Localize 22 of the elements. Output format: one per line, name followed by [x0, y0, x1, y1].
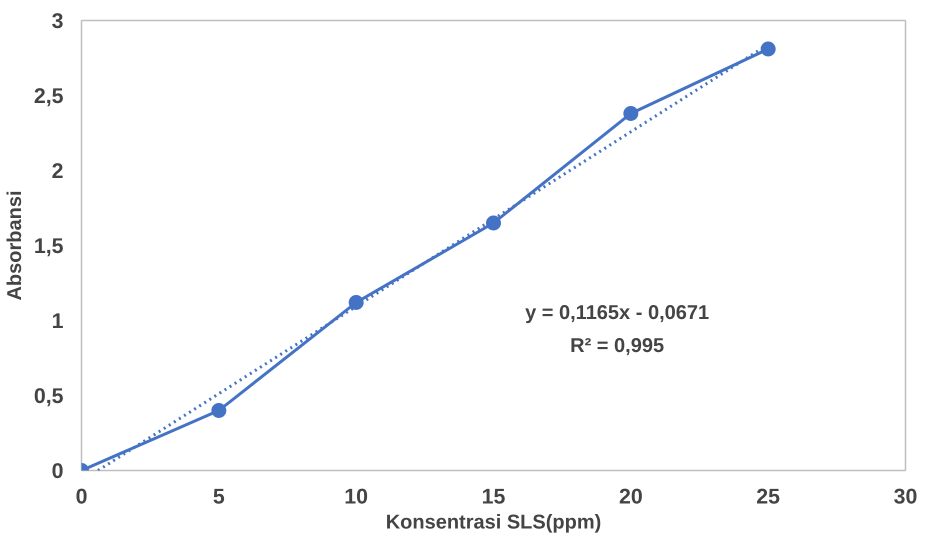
point: [760, 42, 776, 56]
annotation: y = 0,1165x - 0,0671 R² = 0,995: [525, 302, 710, 357]
point: [348, 295, 364, 310]
y-tick-label: 2: [52, 159, 64, 183]
y-tick-label: 3: [52, 9, 64, 33]
x-tick-label: 0: [76, 484, 88, 508]
y-tick-label: 1,5: [34, 234, 64, 258]
x-tick-label: 30: [894, 484, 918, 508]
point: [211, 403, 226, 418]
y-tick-label: 0: [52, 459, 64, 483]
y-axis-title: Absorbansi: [4, 190, 26, 301]
point: [486, 216, 501, 230]
x-tick-label: 10: [344, 484, 368, 508]
x-tick-label: 5: [212, 484, 225, 508]
x-tick-label: 15: [482, 484, 506, 508]
x-axis-title: Konsentrasi SLS(ppm): [386, 512, 602, 534]
y-tick-label: 1: [52, 309, 64, 333]
point: [623, 106, 638, 121]
x-tick-label: 25: [756, 484, 780, 508]
y-tick-label: 0,5: [34, 384, 64, 408]
y-tick-label: 2,5: [34, 84, 64, 108]
x-tick-label: 20: [618, 484, 643, 508]
